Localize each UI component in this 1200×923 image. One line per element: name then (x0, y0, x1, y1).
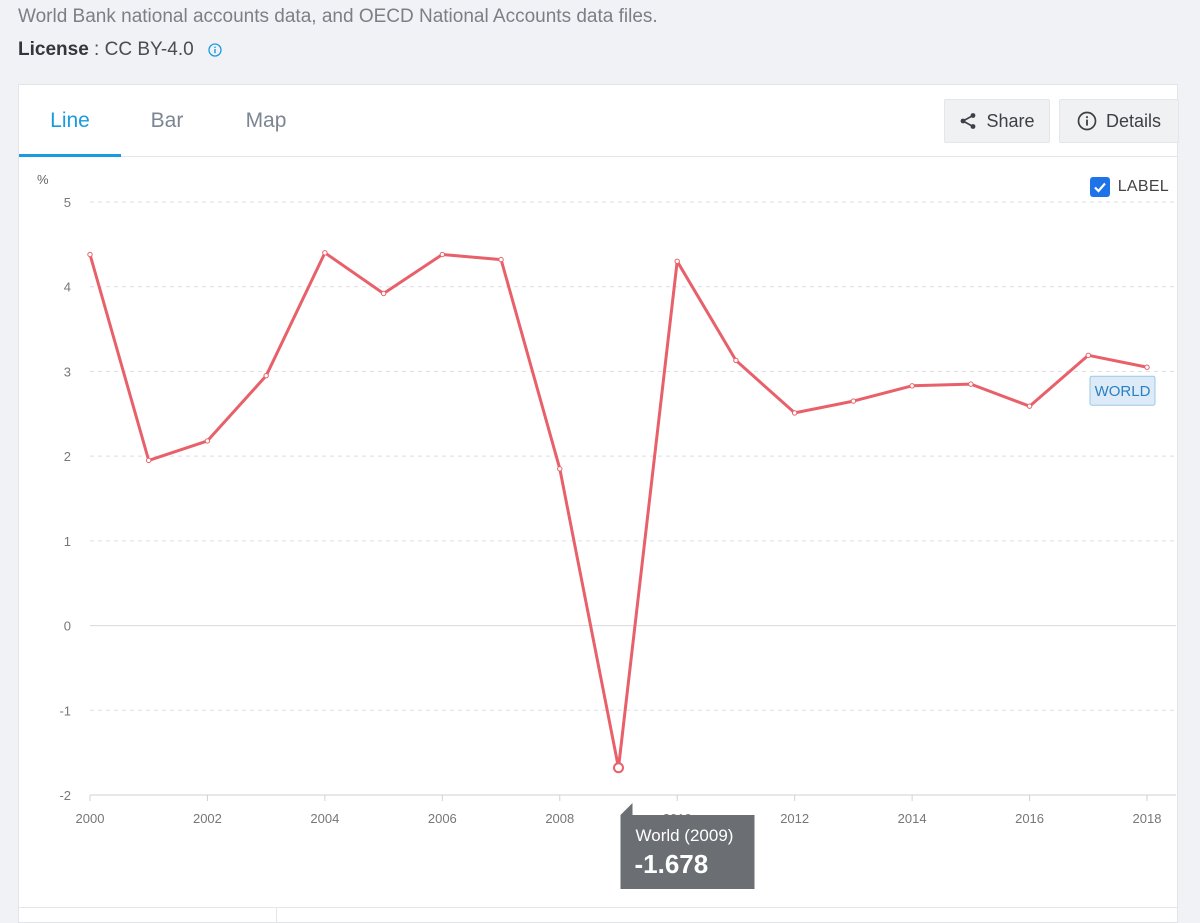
label-toggle-text: LABEL (1117, 178, 1169, 195)
x-tick-label: 2006 (428, 811, 457, 826)
data-point (263, 372, 269, 379)
tab-bar: Line Bar Map Share Details (19, 85, 1179, 157)
x-tick-label: 2000 (76, 811, 105, 826)
data-point (968, 381, 974, 387)
tooltip-title: World (2009) (636, 826, 734, 845)
data-point (733, 357, 739, 364)
share-label: Share (986, 110, 1035, 131)
data-point-highlighted (613, 762, 624, 774)
data-point (380, 290, 387, 297)
share-icon (961, 113, 976, 129)
license-value: CC BY-4.0 (104, 39, 194, 60)
y-tick-label: 5 (64, 195, 71, 210)
bottom-strip (19, 907, 1177, 922)
bottom-divider (276, 908, 277, 922)
x-tick-label: 2012 (780, 811, 809, 826)
data-point (557, 466, 563, 472)
data-point (322, 250, 328, 256)
data-point (909, 383, 915, 389)
license-label: License (18, 39, 89, 60)
line-chart: %543210-1-220002002200420062008201020122… (37, 172, 1176, 889)
tab-bar-label: Bar (150, 108, 184, 132)
tab-line-label: Line (50, 108, 90, 132)
y-tick-label: -2 (59, 788, 71, 803)
data-point (87, 251, 93, 258)
tooltip-value: -1.678 (635, 849, 709, 879)
details-button[interactable]: Details (1059, 99, 1179, 143)
data-point (1026, 403, 1033, 409)
data-point (146, 457, 152, 464)
data-point (1144, 364, 1150, 370)
x-tick-label: 2008 (545, 811, 574, 826)
data-point (850, 398, 857, 404)
chart-panel: Line Bar Map Share Details (18, 84, 1179, 923)
y-tick-label: 2 (64, 449, 71, 464)
series-line-world (88, 251, 1148, 770)
details-label: Details (1105, 110, 1162, 131)
y-axis-unit-label: % (37, 172, 49, 187)
series-end-label: WORLD (1095, 383, 1151, 400)
checkmark-icon (1093, 182, 1106, 193)
data-point (791, 410, 798, 416)
data-point (439, 251, 446, 258)
x-tick-label: 2002 (193, 811, 222, 826)
y-tick-label: 0 (64, 619, 71, 634)
x-tick-label: 2016 (1015, 811, 1044, 826)
x-tick-label: 2014 (898, 811, 927, 826)
license-line: License : CC BY-4.0 (18, 39, 222, 61)
x-tick-label: 2004 (310, 811, 339, 826)
share-button[interactable]: Share (944, 99, 1050, 143)
tab-map-label: Map (245, 108, 287, 132)
source-text: World Bank national accounts data, and O… (18, 6, 658, 27)
tab-bar-chart[interactable]: Bar (131, 85, 203, 156)
y-tick-label: 1 (64, 534, 71, 549)
data-point (674, 258, 680, 265)
label-toggle[interactable]: LABEL (1089, 177, 1169, 197)
series-end-label-box (1089, 375, 1156, 406)
y-tick-label: 4 (64, 280, 71, 295)
info-icon[interactable] (208, 41, 222, 57)
label-checkbox[interactable] (1089, 177, 1110, 197)
data-point (498, 256, 504, 263)
data-point (1085, 352, 1091, 359)
tab-map[interactable]: Map (231, 85, 301, 156)
y-tick-label: -1 (59, 703, 71, 718)
x-tick-label: 2018 (1133, 811, 1162, 826)
license-separator: : (88, 39, 105, 60)
y-tick-label: 3 (64, 364, 71, 379)
data-point (204, 438, 211, 444)
info-circle-icon (1077, 111, 1097, 131)
tooltip-arrow (620, 803, 633, 815)
tab-line[interactable]: Line (19, 85, 121, 157)
tooltip-box (620, 815, 755, 889)
